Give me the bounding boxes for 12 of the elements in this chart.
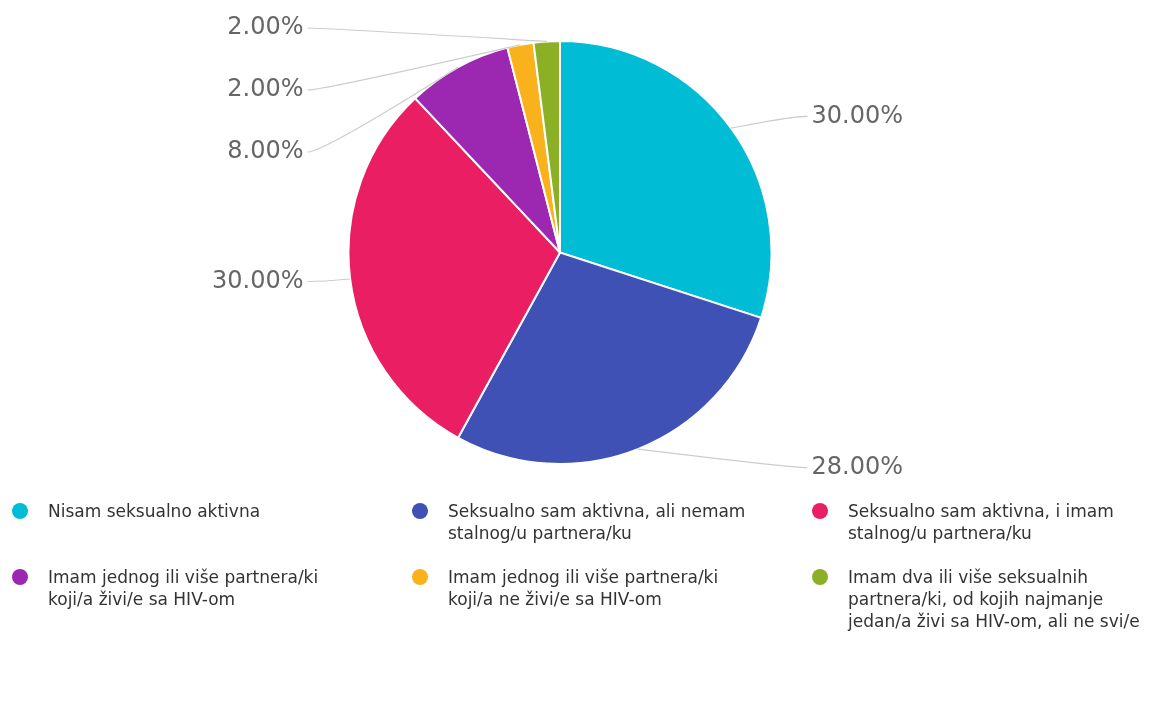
legend-label: Imam jednog ili više partnera/ki koji/a živi/e sa HIV-om [48, 566, 320, 610]
data-label: 30.00% [811, 100, 904, 129]
legend-label: Imam dva ili više seksualnih partnera/ki, od kojih najmanje jedan/a živi sa HIV-om, ali ne svi/e [848, 566, 1141, 632]
data-label: 8.00% [227, 136, 304, 165]
legend-label: Imam jednog ili više partnera/ki koji/a ne živi/e sa HIV-om [448, 566, 720, 610]
legend-label: Seksualno sam aktivna, ali nemam stalnog/u partnera/ku [448, 500, 747, 544]
data-label: 2.00% [227, 74, 304, 103]
data-label: 30.00% [211, 265, 304, 294]
data-label: 28.00% [811, 451, 904, 480]
data-label: 2.00% [227, 12, 304, 41]
legend-label: Nisam seksualno aktivna [48, 500, 261, 522]
legend-label: Seksualno sam aktivna, i imam stalnog/u partnera/ku [848, 500, 1115, 544]
